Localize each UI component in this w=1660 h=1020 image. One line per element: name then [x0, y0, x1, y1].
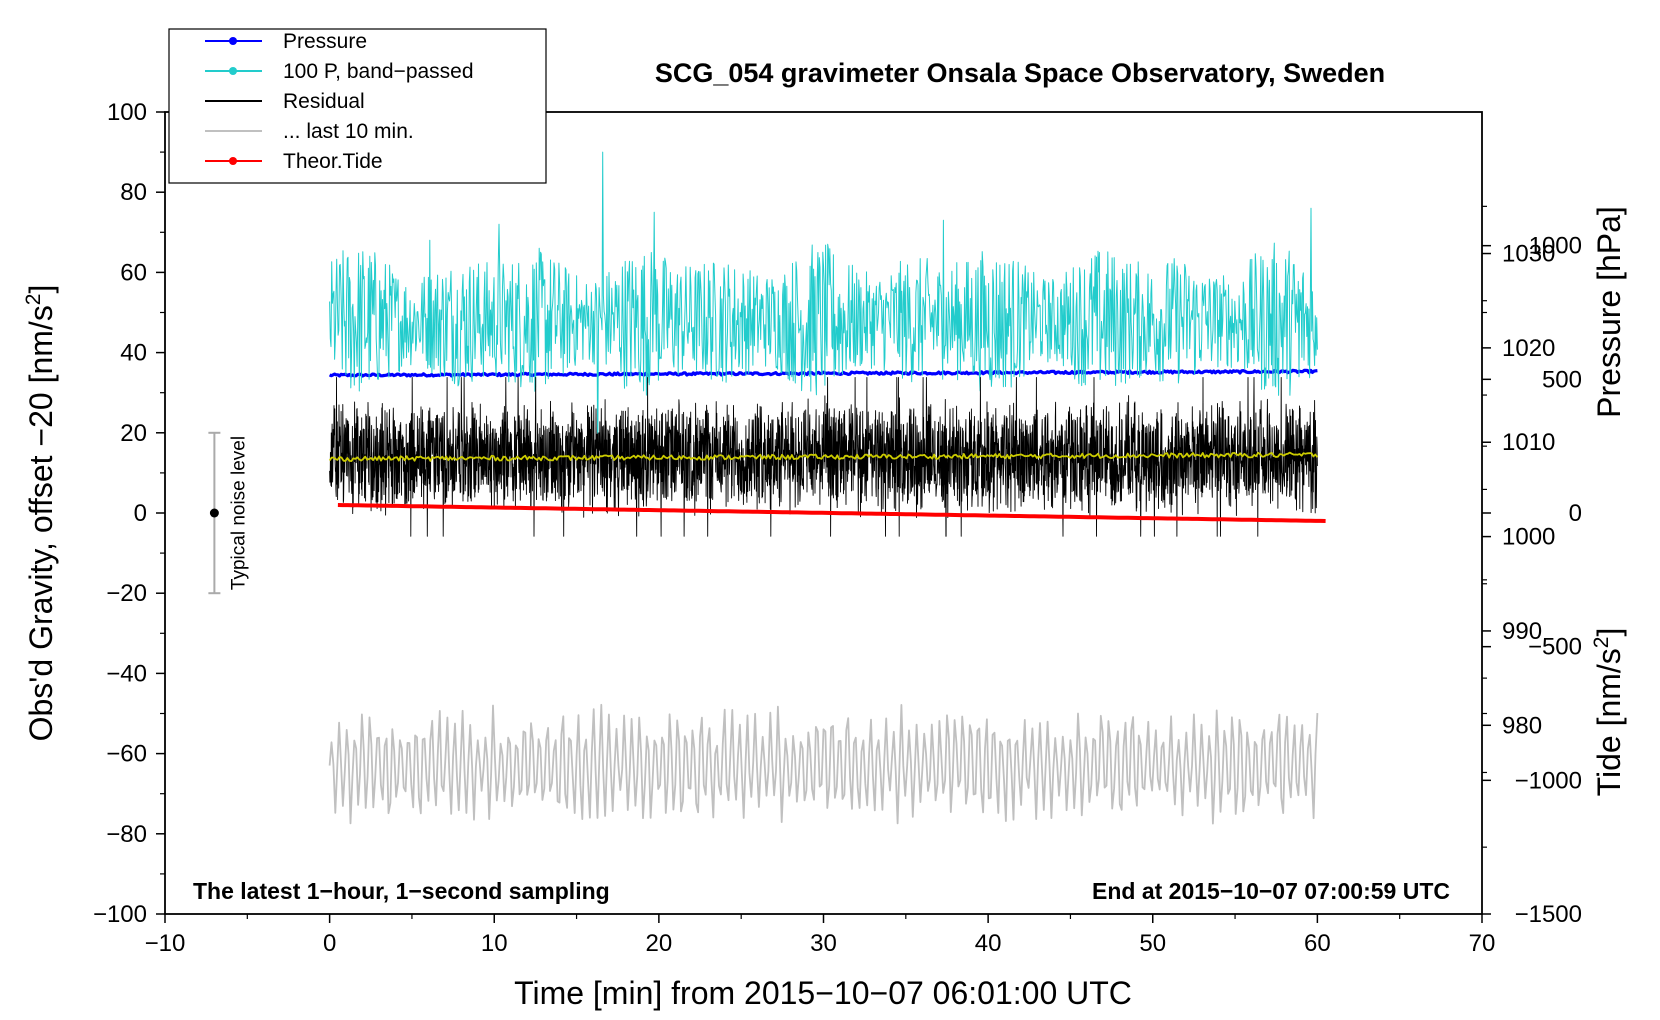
y-pressure-tick-label: 1030 — [1502, 241, 1555, 268]
noise-level-indicator: Typical noise level — [208, 431, 249, 595]
note-sampling: The latest 1−hour, 1−second sampling — [193, 878, 610, 904]
legend-marker — [229, 37, 237, 45]
y-tide-tick-label: 500 — [1542, 366, 1582, 393]
y-pressure-axis-label: Pressure [hPa] — [1591, 206, 1627, 418]
y-pressure-tick-label: 1010 — [1502, 429, 1555, 456]
y-pressure-tick-label: 980 — [1502, 712, 1542, 739]
y-pressure-tick-label: 1000 — [1502, 524, 1555, 551]
legend-label: Pressure — [283, 30, 367, 53]
x-axis-ticks: −10 0 10 20 30 40 50 60 70 — [145, 914, 1496, 957]
note-end-time: End at 2015−10−07 07:00:59 UTC — [1092, 878, 1450, 904]
y-left-tick-label: 100 — [107, 99, 147, 126]
x-tick-label: 40 — [975, 930, 1002, 957]
y-left-tick-label: −100 — [93, 901, 147, 928]
legend-marker — [229, 157, 237, 165]
y-tide-axis-label: Tide [nm/s2] — [1590, 628, 1627, 797]
noise-level-label: Typical noise level — [228, 436, 249, 590]
y-left-axis-label: Obs'd Gravity, offset −20 [nm/s2] — [22, 285, 59, 742]
chart-title: SCG_054 gravimeter Onsala Space Observat… — [655, 58, 1385, 88]
y-left-axis-ticks: 100 80 60 40 20 0 −20 −40 −60 −80 −100 — [93, 99, 165, 928]
legend: Pressure 100 P, band−passed Residual ... la… — [168, 28, 547, 184]
y-left-tick-label: 0 — [134, 500, 147, 527]
series-pressure — [328, 368, 1318, 378]
y-tide-tick-label: −500 — [1528, 634, 1582, 661]
x-tick-label: 60 — [1304, 930, 1331, 957]
y-left-tick-label: −60 — [106, 741, 147, 768]
y-left-tick-label: −20 — [106, 580, 147, 607]
series-layer — [328, 151, 1326, 825]
y-left-tick-label: −40 — [106, 660, 147, 687]
y-tide-tick-label: 1000 — [1529, 233, 1582, 260]
y-pressure-tick-label: 990 — [1502, 618, 1542, 645]
legend-items: Pressure 100 P, band−passed Residual ... la… — [205, 30, 474, 173]
y-pressure-axis-ticks: 1030 1020 1010 1000 990 980 — [1482, 205, 1555, 774]
y-left-tick-label: 40 — [120, 340, 147, 367]
y-tide-tick-label: −1000 — [1515, 767, 1582, 794]
legend-label: ... last 10 min. — [283, 120, 414, 143]
y-tide-tick-label: −1500 — [1515, 901, 1582, 928]
legend-marker — [229, 67, 237, 75]
y-left-tick-label: 20 — [120, 420, 147, 447]
x-axis-label: Time [min] from 2015−10−07 06:01:00 UTC — [514, 975, 1132, 1011]
series-pressure-bandpassed — [329, 151, 1318, 466]
series-theoretical-tide — [337, 503, 1326, 523]
series-last-10-min — [328, 703, 1319, 825]
x-tick-label: −10 — [145, 930, 186, 957]
noise-center-dot — [209, 508, 219, 518]
y-left-tick-label: 60 — [120, 259, 147, 286]
legend-label: Residual — [283, 90, 365, 113]
y-left-tick-label: 80 — [120, 179, 147, 206]
y-pressure-tick-label: 1020 — [1502, 335, 1555, 362]
x-tick-label: 20 — [646, 930, 673, 957]
x-tick-label: 30 — [810, 930, 837, 957]
x-tick-label: 70 — [1469, 930, 1496, 957]
legend-label: 100 P, band−passed — [283, 60, 474, 83]
y-left-tick-label: −80 — [106, 821, 147, 848]
legend-label: Theor.Tide — [283, 150, 383, 173]
x-tick-label: 50 — [1139, 930, 1166, 957]
y-tide-axis-ticks: 1000 500 0 −500 −1000 −1500 — [1482, 233, 1582, 928]
x-tick-label: 0 — [323, 930, 336, 957]
series-residual-smoothed — [328, 451, 1319, 462]
x-tick-label: 10 — [481, 930, 508, 957]
y-tide-tick-label: 0 — [1569, 500, 1582, 527]
